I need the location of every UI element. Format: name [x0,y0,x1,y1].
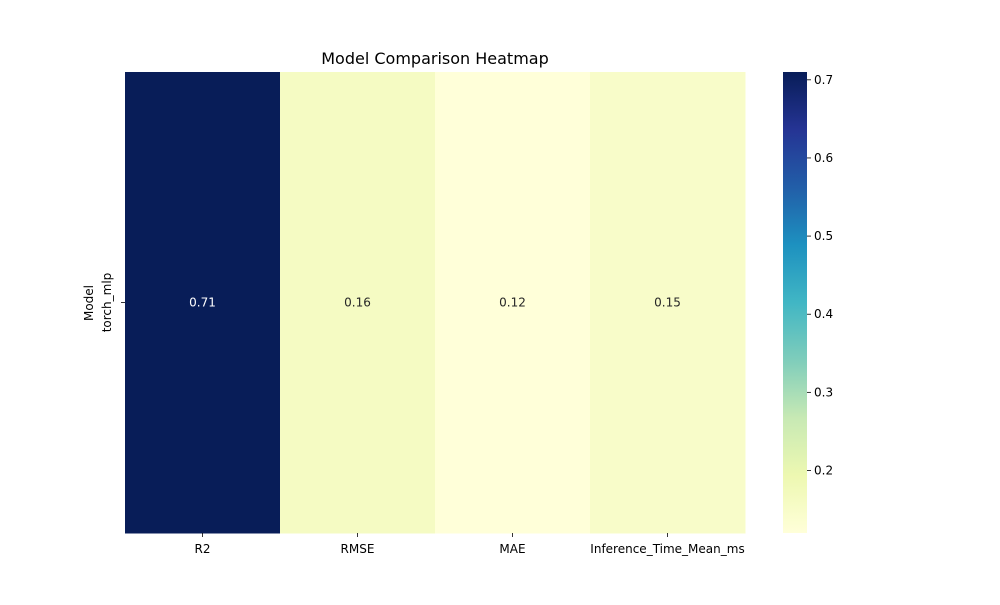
cell-annotation: 0.16 [344,296,371,310]
heatmap-cell [435,72,591,534]
colorbar-tick-label: 0.6 [814,151,833,165]
y-axis-label: Model [82,285,96,321]
heatmap-cells [125,72,746,534]
chart-title: Model Comparison Heatmap [321,49,549,68]
heatmap-cell [125,72,281,534]
x-tick-label: RMSE [341,542,375,556]
cell-annotation: 0.15 [654,296,681,310]
colorbar-ticks: 0.2 0.3 0.4 0.5 0.6 0.7 [807,73,833,477]
x-tick-label: R2 [195,542,211,556]
cell-annotations: 0.71 0.16 0.12 0.15 [189,296,681,310]
colorbar-tick-label: 0.4 [814,307,833,321]
heatmap-cell [280,72,436,534]
colorbar-tick-label: 0.2 [814,463,833,477]
heatmap-cell [590,72,746,534]
cell-annotation: 0.12 [499,296,526,310]
colorbar-tick-label: 0.3 [814,385,833,399]
colorbar-tick-label: 0.5 [814,229,833,243]
x-axis-ticks: R2 RMSE MAE Inference_Time_Mean_ms [195,533,745,556]
cell-annotation: 0.71 [189,296,216,310]
y-axis-ticks: torch_mlp [100,273,125,333]
x-tick-label: Inference_Time_Mean_ms [590,542,744,556]
colorbar [783,72,807,533]
x-tick-label: MAE [499,542,525,556]
y-tick-label: torch_mlp [100,273,114,333]
colorbar-tick-label: 0.7 [814,73,833,87]
